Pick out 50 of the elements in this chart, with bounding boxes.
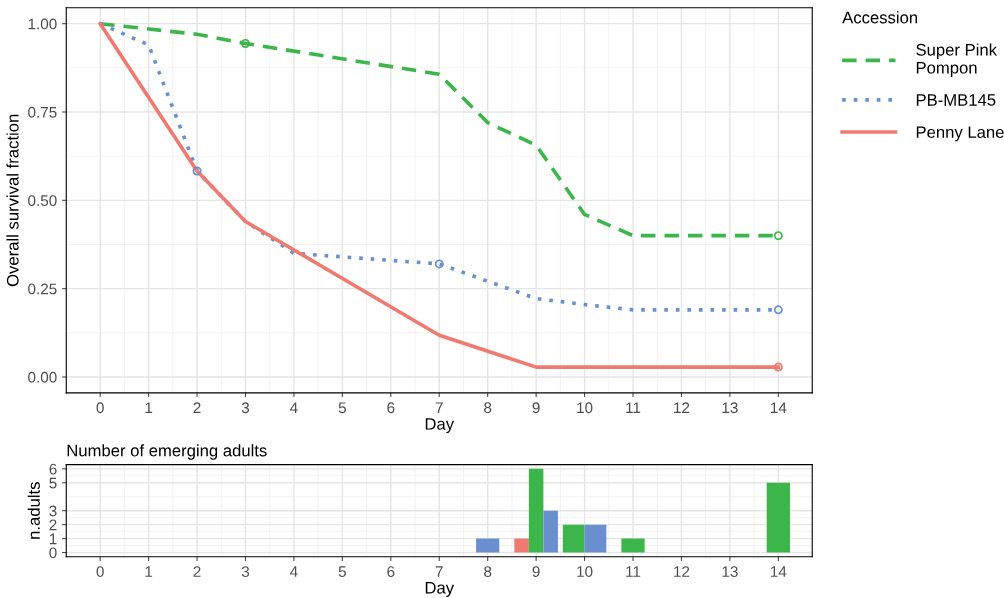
x-tick-label: 9 [532,402,540,414]
x-tick-label: 7 [435,566,443,577]
x-tick-label: 2 [193,402,201,413]
x-tick-label: 14 [771,566,787,577]
x-tick-label: 14 [771,402,787,413]
y-tick-label: 6 [49,463,57,475]
x-tick-label: 1 [145,566,153,577]
x-tick-label: 3 [241,566,250,577]
legend-label: Super Pink Pompon [916,43,998,77]
chart-title: Number of emerging adults [67,444,267,460]
x-tick-label: 10 [577,566,593,577]
y-tick-label: 0.50 [28,195,57,207]
x-tick-label: 12 [674,402,690,413]
y-tick-label: 2 [49,519,57,531]
x-axis-title: Day [425,418,455,434]
x-tick-label: 6 [387,402,395,414]
y-tick-label: 5 [49,477,57,489]
x-tick-label: 5 [338,402,346,414]
x-tick-label: 0 [96,402,104,414]
x-tick-label: 1 [145,402,153,413]
y-tick-label: 0.00 [28,371,57,383]
x-tick-label: 10 [577,402,593,414]
x-tick-label: 4 [290,402,298,413]
y-tick-label: 0.25 [28,283,57,295]
legend-title: Accession [842,11,918,24]
x-tick-label: 11 [626,402,641,413]
y-tick-label: 3 [49,505,57,517]
legend-label: PB-MB145 [916,94,996,106]
x-tick-label: 13 [722,402,738,414]
x-tick-label: 8 [484,402,492,414]
x-tick-label: 3 [241,402,250,414]
x-tick-label: 2 [193,566,201,577]
y-tick-label: 0.75 [28,106,57,118]
x-tick-label: 6 [387,566,395,577]
x-axis-title: Day [425,582,455,597]
x-tick-label: 12 [674,566,690,577]
y-tick-label: 1.00 [28,18,57,30]
x-tick-label: 11 [626,566,641,577]
x-tick-label: 13 [722,566,738,577]
x-tick-label: 8 [484,566,492,577]
y-axis-title: n.adults [27,482,40,539]
y-tick-label: 1 [49,533,57,545]
y-axis-title: Overall survival fraction [6,114,19,287]
legend-label: Penny Lane [916,126,1004,142]
y-tick-label: 0 [49,547,57,559]
x-tick-label: 4 [290,566,298,577]
x-tick-label: 5 [338,566,346,577]
x-tick-label: 0 [96,566,104,577]
x-tick-label: 9 [532,566,540,577]
x-tick-label: 7 [435,402,443,413]
